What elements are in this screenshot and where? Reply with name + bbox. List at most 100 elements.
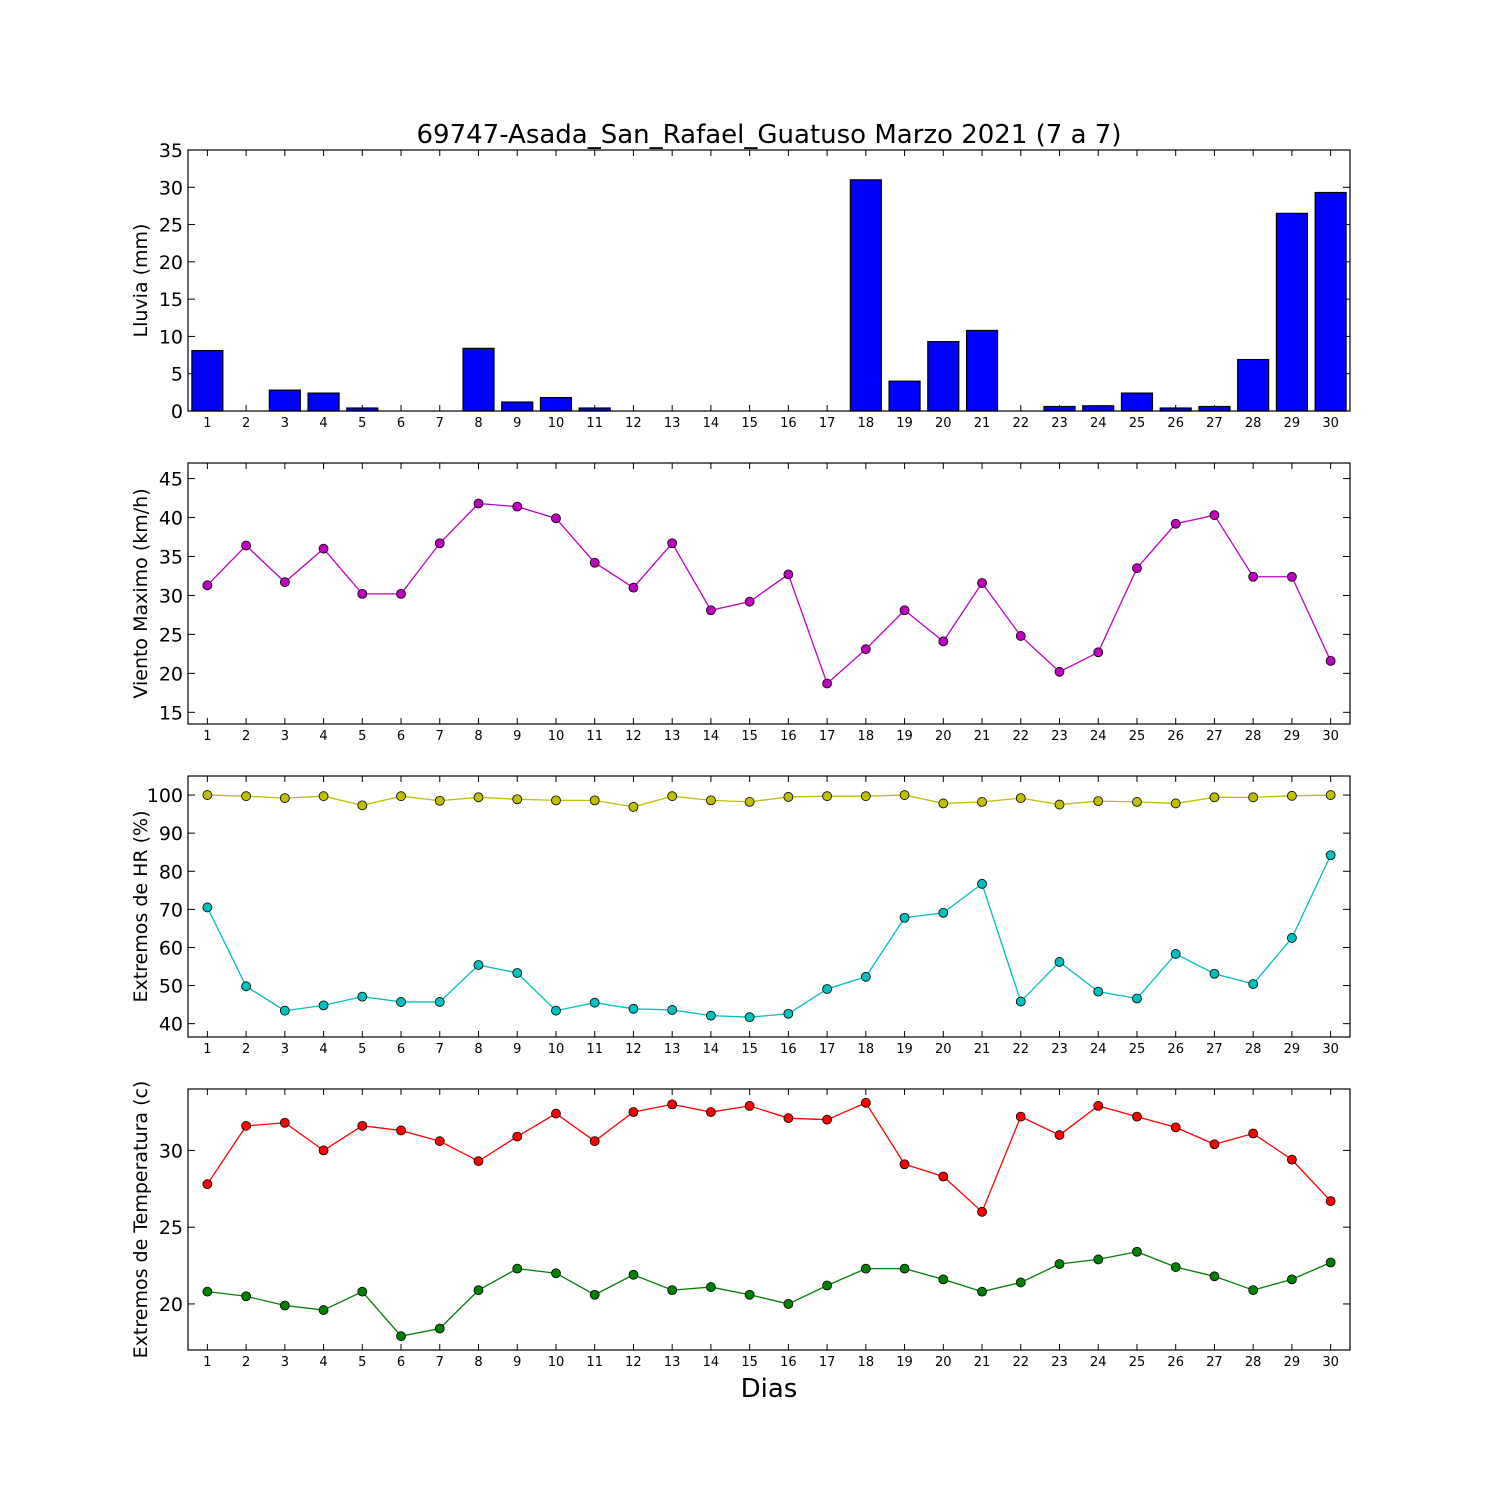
data-point <box>706 605 716 616</box>
data-point <box>1248 571 1259 582</box>
x-tick-label: 22 <box>1012 729 1029 744</box>
data-point <box>279 577 290 588</box>
data-point <box>434 795 445 806</box>
x-tick-label: 14 <box>703 1355 720 1370</box>
data-point <box>860 1263 871 1274</box>
data-point <box>1170 518 1181 529</box>
data-point <box>1054 666 1065 677</box>
x-tick-label: 11 <box>586 1042 603 1057</box>
x-tick-label: 3 <box>281 1042 289 1057</box>
data-point <box>279 1005 290 1016</box>
x-tick-label: 8 <box>474 416 482 431</box>
x-tick-label: 9 <box>513 1355 521 1370</box>
data-point <box>899 790 910 800</box>
x-tick-label: 14 <box>703 416 720 431</box>
data-point <box>1093 796 1104 807</box>
data-point <box>1132 1111 1142 1122</box>
data-point <box>628 1107 639 1117</box>
x-tick-label: 14 <box>703 729 720 744</box>
data-point <box>589 795 600 806</box>
data-point <box>899 1263 910 1274</box>
data-point <box>1209 1271 1220 1282</box>
bar <box>1198 405 1231 412</box>
x-tick-label: 23 <box>1051 1355 1068 1370</box>
data-point <box>473 1156 484 1167</box>
x-tick-label: 27 <box>1206 1042 1223 1057</box>
series-line <box>206 502 1332 685</box>
data-point <box>706 1010 716 1021</box>
data-point <box>977 578 987 588</box>
x-tick-label: 25 <box>1129 729 1146 744</box>
data-point <box>1054 799 1065 810</box>
x-tick-label: 18 <box>858 1355 875 1370</box>
data-point <box>860 644 871 655</box>
x-tick-label: 21 <box>974 416 991 431</box>
x-tick-label: 26 <box>1167 1042 1184 1057</box>
axes-frame <box>187 775 1351 1038</box>
x-tick-label: 14 <box>703 1042 720 1057</box>
x-tick-label: 17 <box>819 1042 836 1057</box>
y-tick-label: 30 <box>159 1140 183 1162</box>
data-point <box>589 1136 600 1147</box>
data-point <box>396 1125 406 1136</box>
data-point <box>589 1289 600 1300</box>
data-point <box>1015 793 1026 803</box>
bar <box>849 179 882 412</box>
data-point <box>1170 798 1181 809</box>
x-tick-label: 22 <box>1012 1042 1029 1057</box>
y-tick-label: 70 <box>159 899 183 921</box>
x-tick-label: 9 <box>513 729 521 744</box>
data-point <box>202 580 213 591</box>
x-tick-label: 25 <box>1129 1042 1146 1057</box>
data-point <box>512 1263 523 1274</box>
data-point <box>667 1005 678 1015</box>
data-point <box>860 971 871 982</box>
data-point <box>512 968 523 978</box>
data-point <box>1093 647 1104 658</box>
x-tick-label: 17 <box>819 1355 836 1370</box>
x-tick-label: 21 <box>974 1355 991 1370</box>
bar <box>1043 405 1076 412</box>
data-point <box>977 797 987 807</box>
data-point <box>357 1120 368 1131</box>
data-point <box>628 582 639 593</box>
data-point <box>744 797 755 807</box>
x-tick-label: 20 <box>935 1355 952 1370</box>
data-point <box>1093 1254 1104 1265</box>
data-point <box>938 1171 949 1182</box>
data-point <box>318 1000 329 1011</box>
data-point <box>1015 1111 1026 1122</box>
x-tick-label: 16 <box>780 1042 797 1057</box>
x-tick-label: 24 <box>1090 1042 1107 1057</box>
data-point <box>1209 968 1220 979</box>
data-point <box>396 1331 406 1342</box>
data-point <box>1093 986 1104 997</box>
data-point <box>783 792 794 802</box>
x-tick-label: 11 <box>586 1355 603 1370</box>
data-point <box>434 1136 445 1147</box>
x-tick-label: 24 <box>1090 416 1107 431</box>
y-tick-label: 25 <box>159 1217 183 1239</box>
bar <box>462 347 495 412</box>
data-point <box>1325 1196 1336 1206</box>
x-tick-label: 10 <box>548 416 565 431</box>
data-point <box>551 1108 561 1119</box>
x-tick-label: 15 <box>741 1042 758 1057</box>
data-point <box>318 791 329 802</box>
x-tick-label: 27 <box>1206 1355 1223 1370</box>
data-point <box>667 791 678 802</box>
bar <box>888 380 921 412</box>
y-tick-label: 20 <box>159 663 183 685</box>
series-line <box>207 1251 1331 1337</box>
x-tick-label: 1 <box>203 1042 211 1057</box>
x-tick-label: 17 <box>819 416 836 431</box>
y-tick-label: 20 <box>159 1294 183 1316</box>
x-tick-label: 29 <box>1284 416 1301 431</box>
data-point <box>628 1269 639 1280</box>
x-tick-label: 28 <box>1245 416 1262 431</box>
x-tick-label: 5 <box>358 729 366 744</box>
x-tick-label: 10 <box>548 1042 565 1057</box>
data-point <box>1209 792 1220 803</box>
